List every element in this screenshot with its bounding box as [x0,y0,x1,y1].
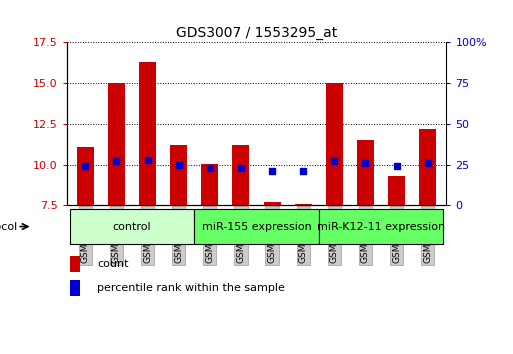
Bar [170,145,187,205]
Bar [139,62,156,205]
Bar [357,140,374,205]
Text: miR-155 expression: miR-155 expression [202,222,311,232]
Bar [77,147,94,205]
Bar [319,209,443,244]
Bar [108,83,125,205]
Bar [194,209,319,244]
Bar [419,129,436,205]
Bar [70,256,80,272]
Title: GDS3007 / 1553295_at: GDS3007 / 1553295_at [176,26,337,40]
Bar [388,176,405,205]
Bar [70,209,194,244]
Bar [326,83,343,205]
Bar [70,280,80,296]
Text: miR-K12-11 expression: miR-K12-11 expression [317,222,445,232]
Text: control: control [113,222,151,232]
Text: percentile rank within the sample: percentile rank within the sample [97,282,285,293]
Text: protocol: protocol [0,222,17,232]
Bar [294,204,312,205]
Bar [201,164,219,205]
Bar [264,202,281,205]
Bar [232,145,249,205]
Text: count: count [97,259,129,269]
